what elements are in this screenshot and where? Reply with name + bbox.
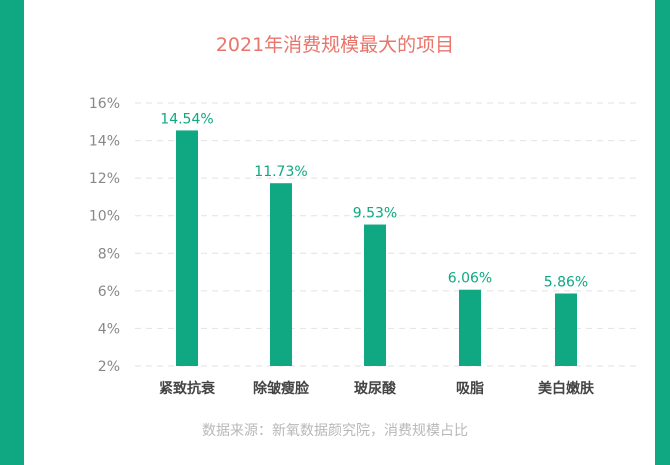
y-tick-label: 14% xyxy=(89,134,120,150)
x-category-label: 紧致抗衰 xyxy=(159,380,216,397)
data-label: 11.73% xyxy=(254,164,307,180)
bar xyxy=(176,130,198,366)
x-category-label: 除皱瘦脸 xyxy=(253,380,310,397)
bar xyxy=(364,224,386,366)
chart-title: 2021年消费规模最大的项目 xyxy=(215,34,455,56)
bar xyxy=(270,183,292,366)
data-label: 6.06% xyxy=(448,271,492,287)
right-frame-border xyxy=(655,0,670,465)
x-category-label: 玻尿酸 xyxy=(354,380,397,397)
y-tick-label: 12% xyxy=(89,171,120,187)
y-tick-label: 16% xyxy=(89,96,120,112)
data-label: 9.53% xyxy=(353,206,397,222)
source-note: 数据来源：新氧数据颜究院，消费规模占比 xyxy=(202,423,468,439)
x-category-label: 美白嫩肤 xyxy=(538,380,595,397)
data-label: 5.86% xyxy=(544,274,588,290)
y-tick-label: 10% xyxy=(89,209,120,225)
left-frame-border xyxy=(0,0,24,465)
bar xyxy=(459,289,481,366)
y-tick-label: 2% xyxy=(98,359,120,375)
y-tick-label: 6% xyxy=(98,284,120,300)
data-label: 14.54% xyxy=(160,111,213,127)
x-category-label: 吸脂 xyxy=(456,380,484,397)
y-tick-label: 8% xyxy=(98,246,120,262)
bar xyxy=(555,293,577,366)
y-tick-label: 4% xyxy=(98,321,120,337)
